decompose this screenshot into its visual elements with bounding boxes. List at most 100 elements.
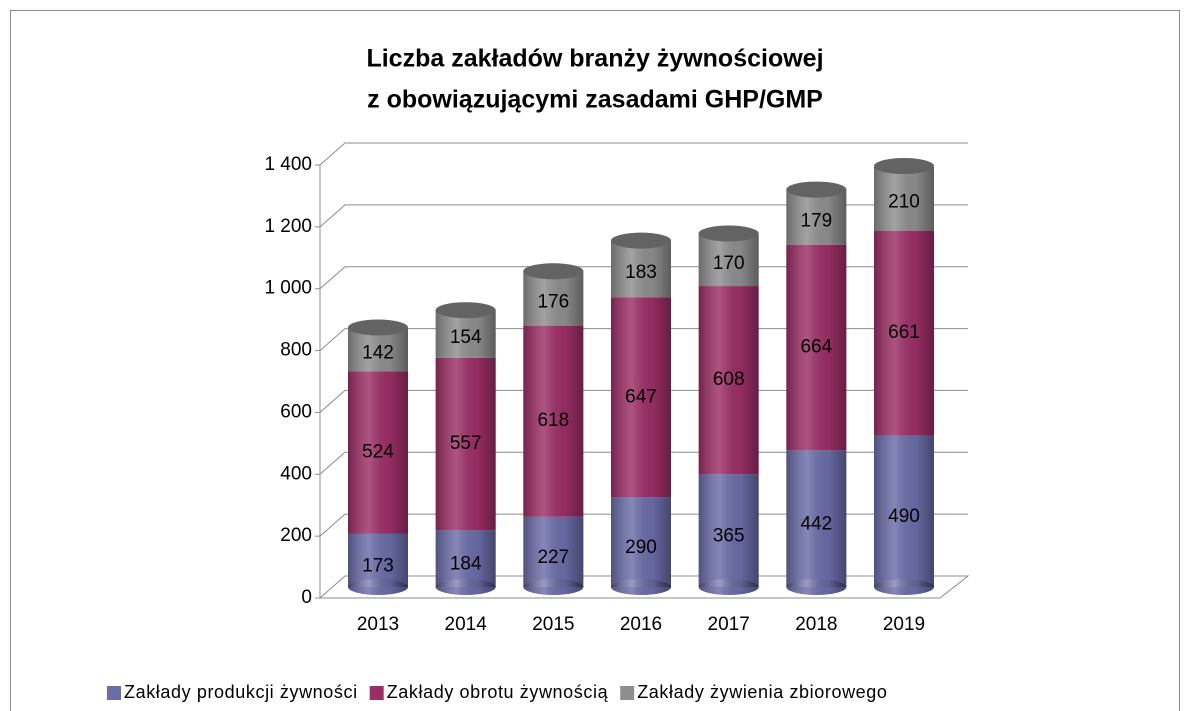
grid-line xyxy=(319,204,968,228)
bar-segment xyxy=(698,286,759,475)
data-label: 184 xyxy=(450,554,482,575)
chart-title: Liczba zakładów branży żywnościowej xyxy=(366,45,823,73)
bar-base-shade xyxy=(611,579,671,595)
bar-top-shade xyxy=(348,319,408,336)
legend-label: Zakłady produkcji żywności xyxy=(124,682,358,702)
bar-segment xyxy=(348,371,408,534)
x-tick-label: 2016 xyxy=(620,614,662,635)
data-label: 557 xyxy=(450,433,482,454)
bar-top-shade xyxy=(435,302,496,319)
data-label: 179 xyxy=(800,210,832,231)
bar-segment xyxy=(435,357,496,531)
data-label: 170 xyxy=(713,253,745,274)
data-label: 524 xyxy=(362,441,394,462)
bar-top-shade xyxy=(698,225,759,242)
frame xyxy=(10,10,1180,711)
bar-shade xyxy=(698,286,759,475)
bar-segment xyxy=(435,302,496,358)
bar-shade xyxy=(611,497,671,587)
y-tick-label: 1 200 xyxy=(264,216,312,237)
bar-top-shade xyxy=(523,263,584,280)
bar-segment xyxy=(874,435,934,595)
bar-shade xyxy=(874,231,934,436)
floor xyxy=(318,575,970,599)
data-label: 227 xyxy=(537,547,569,568)
data-label: 290 xyxy=(625,537,657,558)
x-tick-label: 2017 xyxy=(708,614,750,635)
x-tick-label: 2013 xyxy=(357,614,399,635)
bar-top xyxy=(698,225,759,242)
bar-top xyxy=(523,263,584,280)
bar-segment xyxy=(348,533,408,595)
y-tick-label: 200 xyxy=(280,525,312,546)
bar-segment xyxy=(611,297,671,498)
y-tick-label: 600 xyxy=(280,401,312,422)
bar-segment xyxy=(698,225,759,287)
data-label: 210 xyxy=(888,192,920,213)
data-label: 176 xyxy=(537,291,569,312)
bar-segment xyxy=(435,530,496,595)
bar-segment xyxy=(874,158,934,232)
data-label: 142 xyxy=(362,342,394,363)
bar-base-shade xyxy=(874,579,934,595)
bar-base-shade xyxy=(523,579,584,595)
bar-shade xyxy=(611,240,671,298)
grid-line xyxy=(319,328,968,351)
bar-top xyxy=(611,232,671,249)
bar-top-shade xyxy=(611,232,671,249)
data-label: 618 xyxy=(537,410,569,431)
bar-segment xyxy=(786,244,847,451)
legend-swatch xyxy=(107,686,121,700)
data-label: 442 xyxy=(800,514,832,535)
legend-label: Zakłady żywienia zbiorowego xyxy=(637,682,887,702)
bar-top-shade xyxy=(874,158,934,175)
bar-segment xyxy=(611,232,671,298)
grid-line xyxy=(319,142,968,166)
y-tick-label: 400 xyxy=(280,463,312,484)
bar-base-shade xyxy=(348,579,408,595)
data-label: 490 xyxy=(888,506,920,527)
bar-segment xyxy=(523,516,584,595)
data-label: 647 xyxy=(625,386,657,407)
bar-shade xyxy=(786,189,847,245)
bar-segment xyxy=(786,450,847,595)
grid-line xyxy=(319,389,968,413)
bar-segment xyxy=(611,497,671,595)
x-tick-label: 2015 xyxy=(532,614,574,635)
grid-line xyxy=(319,266,968,290)
legend-swatch xyxy=(369,686,384,700)
bar-top-shade xyxy=(786,181,847,198)
bar-shade xyxy=(786,450,847,587)
data-label: 183 xyxy=(625,262,657,283)
bar-segment xyxy=(786,181,847,245)
data-label: 173 xyxy=(362,555,394,576)
chart-title: z obowiązującymi zasadami GHP/GMP xyxy=(367,86,823,114)
bar-shade xyxy=(435,530,496,587)
x-tick-label: 2019 xyxy=(883,614,925,635)
bar-shade xyxy=(523,271,584,326)
bar-segment xyxy=(874,231,934,436)
bar-shade xyxy=(435,357,496,531)
bar-shade xyxy=(698,233,759,287)
legend-label: Zakłady obrotu żywnością xyxy=(387,682,609,702)
data-label: 661 xyxy=(888,322,920,343)
bar-shade xyxy=(874,435,934,587)
bar-shade xyxy=(786,244,847,451)
y-tick-label: 1 000 xyxy=(264,278,312,299)
bar-base-shade xyxy=(698,579,759,595)
y-tick-label: 1 400 xyxy=(264,154,312,175)
y-tick-label: 0 xyxy=(301,587,312,608)
data-label: 608 xyxy=(713,369,745,390)
grid-line xyxy=(319,513,968,537)
bar-top xyxy=(874,158,934,175)
bar-shade xyxy=(523,516,584,587)
bar-segment xyxy=(348,319,408,372)
bar-top xyxy=(435,302,496,319)
bar-shade xyxy=(348,371,408,534)
x-tick-label: 2014 xyxy=(445,614,488,635)
y-tick-label: 800 xyxy=(280,340,312,361)
bar-base-shade xyxy=(786,579,847,595)
bar-shade xyxy=(348,533,408,587)
bar-base-shade xyxy=(435,579,496,595)
